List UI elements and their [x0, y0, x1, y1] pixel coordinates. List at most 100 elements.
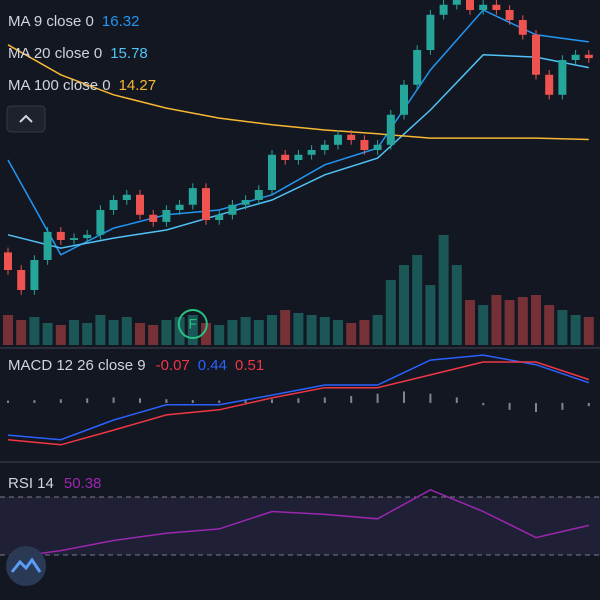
candle-body — [254, 190, 263, 200]
legend-value: 50.38 — [64, 475, 102, 492]
legend-value: 0.51 — [235, 357, 264, 374]
volume-bar — [227, 320, 238, 345]
histogram-bar — [587, 402, 590, 407]
volume-bar — [465, 300, 475, 345]
volume-bar — [267, 315, 277, 345]
candle-body — [268, 154, 276, 190]
moving-average-line — [7, 44, 589, 141]
histogram-bar — [218, 400, 221, 403]
legend-name: MA 9 close 0 — [8, 13, 94, 30]
candle-body — [466, 0, 474, 10]
volume-bar — [121, 317, 132, 345]
volume-bar — [280, 310, 291, 345]
candle-body — [30, 260, 39, 290]
volume-bar — [359, 320, 370, 345]
candle-body — [413, 50, 422, 85]
candle-body — [122, 194, 131, 200]
logo-mark — [10, 557, 42, 573]
volume-bar — [148, 325, 159, 345]
histogram-bar — [297, 398, 300, 403]
volume-bar — [16, 320, 27, 345]
macd-line — [7, 354, 590, 441]
candle-body — [360, 140, 369, 150]
candle-body — [439, 4, 448, 15]
volume-bar — [372, 315, 383, 345]
histogram-bar — [139, 398, 141, 403]
volume-bar — [425, 285, 436, 345]
volume-bar — [478, 305, 489, 345]
macd-pane — [7, 354, 590, 446]
volume-bar — [82, 323, 93, 345]
legend-name: RSI 14 — [8, 475, 54, 492]
candle-body — [479, 4, 488, 10]
annotation-label: F — [189, 316, 198, 332]
histogram-bar — [455, 397, 458, 403]
histogram-bar — [429, 393, 432, 403]
volume-bar — [3, 315, 13, 345]
volume-bar — [517, 297, 528, 345]
candle-body — [175, 204, 184, 210]
candle-body — [202, 188, 210, 220]
volume-bar — [253, 320, 264, 345]
candle-body — [4, 252, 12, 270]
volume-bar — [240, 317, 251, 345]
candle-body — [83, 234, 92, 239]
volume-bar — [135, 323, 145, 345]
legend-entry: MA 100 close 0 14.27 — [8, 77, 156, 94]
legend-entry: MA 20 close 0 15.78 — [8, 45, 148, 62]
candle-body — [426, 14, 435, 50]
candle-body — [492, 4, 501, 10]
rsi-line — [7, 488, 589, 559]
candle-body — [347, 134, 356, 140]
volume-bar — [319, 317, 330, 345]
histogram-bar — [271, 399, 273, 403]
volume-bar — [385, 280, 396, 345]
candle-body — [17, 270, 26, 290]
logo[interactable] — [6, 546, 46, 586]
candle-body — [386, 114, 395, 145]
histogram-bar — [323, 397, 326, 403]
candle-body — [188, 188, 197, 205]
volume-bar — [346, 323, 357, 345]
histogram-bar — [86, 398, 89, 403]
volume-bar — [69, 320, 79, 345]
histogram-bar — [535, 402, 537, 413]
collapse-button[interactable] — [6, 105, 46, 133]
candle-body — [294, 154, 303, 160]
candle-body — [307, 150, 316, 155]
legend-entry: MACD 12 26 close 9 -0.07 0.44 0.51 — [8, 357, 264, 374]
volume-bar — [531, 295, 541, 345]
legend-entry: RSI 14 50.38 — [8, 475, 101, 492]
macd-line — [7, 361, 590, 446]
volume-bar — [293, 313, 304, 345]
candle-body — [70, 238, 78, 240]
annotation-marker — [177, 309, 208, 339]
histogram-bar — [508, 402, 511, 410]
candle-body — [545, 74, 554, 95]
candle-body — [452, 0, 461, 5]
candle-body — [532, 34, 540, 75]
volume-bar — [201, 323, 211, 345]
candle-body — [109, 200, 118, 210]
histogram-bar — [561, 402, 564, 410]
histogram-bar — [7, 400, 9, 403]
candle-body — [43, 231, 52, 260]
volume-bar — [583, 317, 594, 345]
legend-value: -0.07 — [156, 357, 190, 374]
legend-value: 14.27 — [119, 77, 157, 94]
histogram-bar — [376, 393, 379, 403]
candle-body — [334, 134, 342, 145]
histogram-bar — [33, 400, 36, 403]
volume-bar — [161, 320, 172, 345]
legend-value: 0.44 — [198, 357, 227, 374]
volume-bar — [306, 315, 317, 345]
volume-bar — [544, 305, 555, 345]
volume-bar — [29, 317, 40, 345]
volume-bar — [214, 325, 225, 345]
button-box[interactable] — [6, 105, 46, 133]
legend-name: MACD 12 26 close 9 — [8, 357, 146, 374]
candle-body — [149, 214, 158, 222]
candle-body — [505, 10, 514, 20]
